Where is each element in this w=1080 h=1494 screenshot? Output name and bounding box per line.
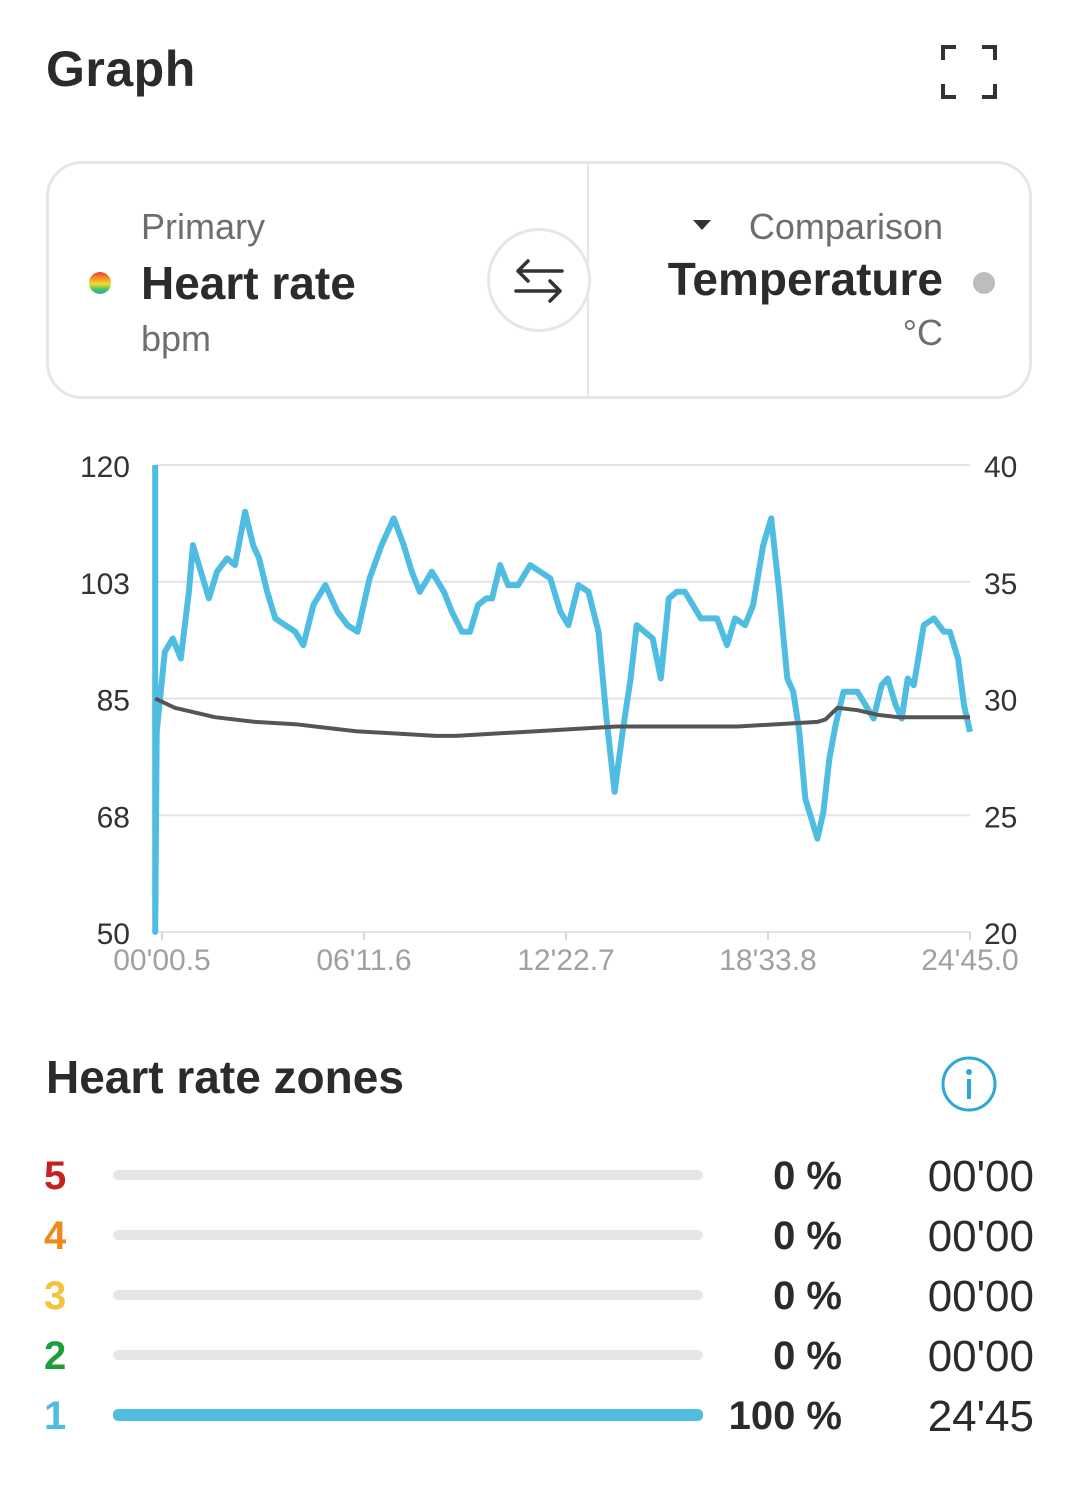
zone-number: 5 xyxy=(44,1154,67,1198)
y-right-tick-label: 20 xyxy=(984,918,1017,951)
swap-metrics-button[interactable] xyxy=(487,228,591,332)
zone-duration: 00'00 xyxy=(927,1332,1034,1381)
primary-unit: bpm xyxy=(141,318,212,359)
zone-bar-track xyxy=(113,1409,703,1421)
zone-percent: 0 % xyxy=(773,1214,842,1258)
primary-label: Primary xyxy=(141,206,265,247)
x-tick-label: 12'22.7 xyxy=(517,944,615,977)
x-tick-label: 18'33.8 xyxy=(719,944,817,977)
y-left-tick-label: 50 xyxy=(97,918,130,951)
zone-percent: 100 % xyxy=(728,1394,842,1438)
zone-duration: 24'45 xyxy=(927,1392,1034,1441)
y-left-tick-label: 68 xyxy=(97,801,130,834)
zone-row-1: 1 100 % 24'45 xyxy=(0,1390,1080,1450)
swap-arrows-icon xyxy=(514,259,564,303)
zone-duration: 00'00 xyxy=(927,1272,1034,1321)
zones-title: Heart rate zones xyxy=(46,1051,404,1103)
zone-row-4: 4 0 % 00'00 xyxy=(0,1210,1080,1270)
zone-number: 1 xyxy=(44,1394,67,1438)
comparison-label: Comparison xyxy=(748,206,943,247)
zone-duration: 00'00 xyxy=(927,1212,1034,1261)
info-icon[interactable] xyxy=(940,1055,998,1113)
y-left-tick-label: 120 xyxy=(80,451,130,484)
zone-bar-track xyxy=(113,1230,703,1240)
zone-number: 4 xyxy=(44,1214,67,1258)
y-right-tick-label: 30 xyxy=(984,685,1017,718)
primary-metric-name: Heart rate xyxy=(141,257,356,309)
y-right-tick-label: 25 xyxy=(984,801,1017,834)
zone-number: 2 xyxy=(44,1334,67,1378)
heart-rate-series-line xyxy=(152,465,973,935)
primary-metric-panel[interactable]: Primary Heart rate bpm xyxy=(49,164,587,396)
y-right-tick-label: 40 xyxy=(984,451,1017,484)
zone-bar-track xyxy=(113,1290,703,1300)
zone-row-3: 3 0 % 00'00 xyxy=(0,1270,1080,1330)
zone-percent: 0 % xyxy=(773,1154,842,1198)
comparison-unit: °C xyxy=(902,312,943,353)
zone-bar-track xyxy=(113,1350,703,1360)
chevron-down-icon[interactable] xyxy=(693,220,711,230)
heart-rate-temperature-chart[interactable]: 120 40 103 35 85 30 68 25 50 20 00'00.5 06'11.6 12'2… xyxy=(0,420,1080,990)
heart-rate-color-dot xyxy=(89,272,111,294)
zone-number: 3 xyxy=(44,1274,67,1318)
zone-percent: 0 % xyxy=(773,1334,842,1378)
y-right-tick-label: 35 xyxy=(984,568,1017,601)
comparison-metric-panel[interactable]: Comparison Temperature °C xyxy=(589,164,1035,396)
zone-duration: 00'00 xyxy=(927,1152,1034,1201)
y-left-tick-label: 103 xyxy=(80,568,130,601)
temperature-series-line xyxy=(154,696,970,738)
zone-row-2: 2 0 % 00'00 xyxy=(0,1330,1080,1390)
zone-percent: 0 % xyxy=(773,1274,842,1318)
page-title: Graph xyxy=(46,41,196,97)
metric-selector: Primary Heart rate bpm Comparison Temper… xyxy=(46,161,1032,399)
x-tick-label: 24'45.0 xyxy=(921,944,1019,977)
zone-bar-fill xyxy=(113,1409,703,1421)
zone-row-5: 5 0 % 00'00 xyxy=(0,1150,1080,1210)
temperature-color-dot xyxy=(973,272,995,294)
x-tick-label: 06'11.6 xyxy=(316,944,411,977)
zone-bar-track xyxy=(113,1170,703,1180)
comparison-metric-name: Temperature xyxy=(667,253,943,305)
y-left-tick-label: 85 xyxy=(97,685,130,718)
fullscreen-icon[interactable] xyxy=(940,44,998,100)
x-tick-label: 00'00.5 xyxy=(113,944,211,977)
